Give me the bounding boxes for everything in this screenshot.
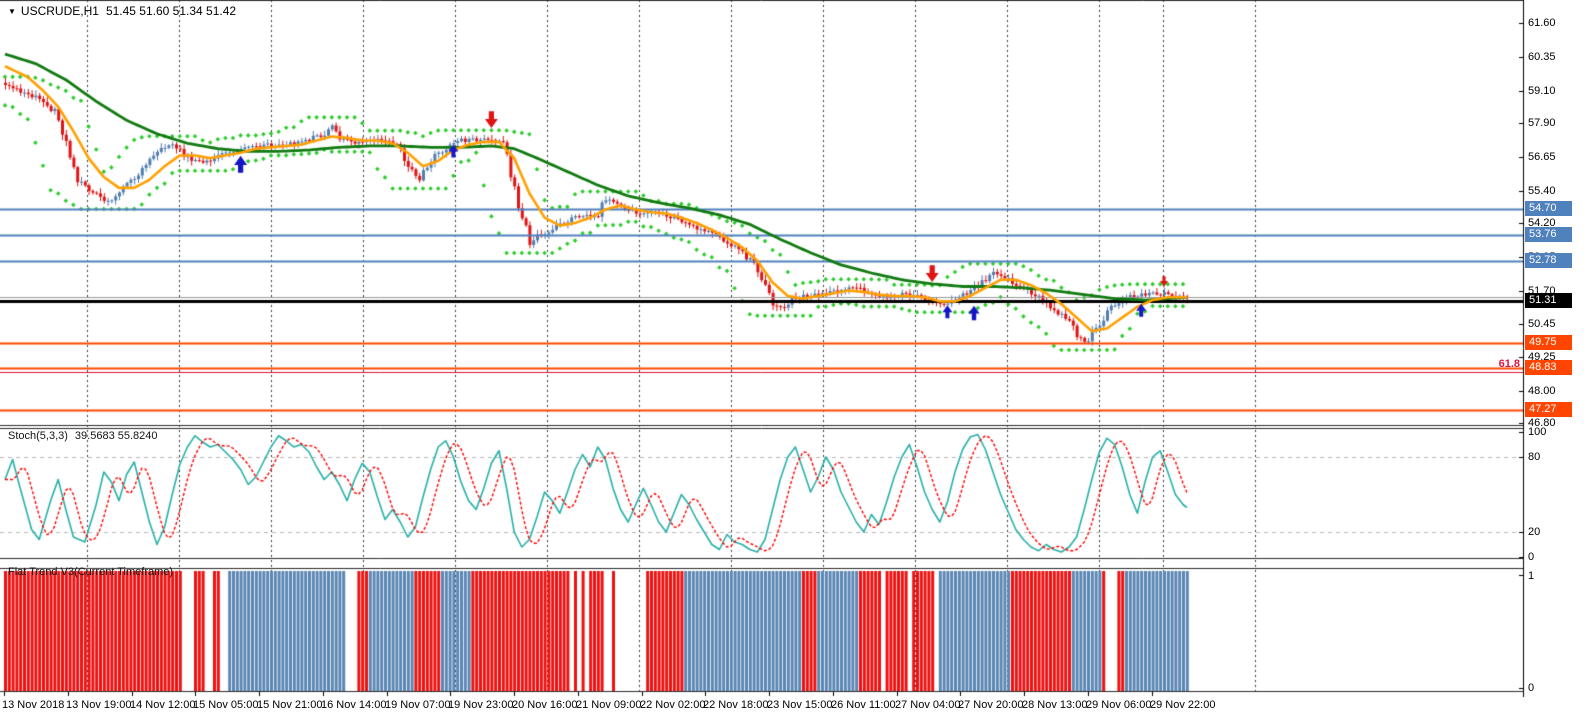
price-axis-tick-label: 57.90 <box>1528 116 1556 129</box>
time-axis-label: 21 Nov 09:00 <box>576 699 642 711</box>
stoch-axis-tick-label: 80 <box>1528 451 1541 463</box>
symbol-label: USCRUDE,H1 <box>20 4 99 18</box>
stoch-axis-tick-label: 20 <box>1528 526 1541 538</box>
price-axis-tick-label: 48.00 <box>1528 384 1556 397</box>
stoch-axis-tick-label: 100 <box>1528 426 1547 438</box>
stoch-values: 39.5683 55.8240 <box>74 430 158 442</box>
time-axis-label: 22 Nov 02:00 <box>640 699 706 711</box>
time-axis-label: 19 Nov 07:00 <box>385 699 451 711</box>
price-level-badge: 48.83 <box>1525 360 1572 376</box>
time-axis-label: 26 Nov 11:00 <box>831 699 896 711</box>
time-axis-label: 23 Nov 15:00 <box>767 699 833 711</box>
price-level-badge: 52.78 <box>1525 253 1572 269</box>
price-axis-tick-label: 49.25 <box>1528 350 1556 363</box>
fib-level-label: 61.8 <box>1498 357 1520 370</box>
time-axis-label: 15 Nov 21:00 <box>257 699 323 711</box>
time-axis-label: 27 Nov 04:00 <box>895 699 961 711</box>
price-axis-tick-label: 55.40 <box>1528 184 1556 197</box>
price-axis-tick-label: 56.65 <box>1528 150 1556 163</box>
time-axis-label: 19 Nov 23:00 <box>448 699 514 711</box>
time-axis-label: 15 Nov 05:00 <box>193 699 259 711</box>
stoch-indicator-label: Stoch(5,3,3) 39.5683 55.8240 <box>8 430 158 442</box>
price-level-badge: 47.27 <box>1525 402 1572 418</box>
ohlc-values: 51.45 51.60 51.34 51.42 <box>105 4 237 18</box>
price-level-badge: 49.75 <box>1525 335 1572 351</box>
price-axis-tick-label: 59.10 <box>1528 84 1556 97</box>
time-axis-label: 28 Nov 13:00 <box>1022 699 1088 711</box>
time-axis-label: 22 Nov 18:00 <box>703 699 769 711</box>
time-axis-label: 13 Nov 19:00 <box>66 699 132 711</box>
time-axis-label: 27 Nov 20:00 <box>958 699 1024 711</box>
time-axis-label: 29 Nov 06:00 <box>1086 699 1152 711</box>
price-axis-tick-label: 60.35 <box>1528 50 1556 63</box>
price-axis-tick-label: 54.20 <box>1528 216 1556 229</box>
time-axis-label: 29 Nov 22:00 <box>1150 699 1216 711</box>
time-axis-label: 20 Nov 16:00 <box>512 699 578 711</box>
stoch-name: Stoch(5,3,3) <box>8 430 68 442</box>
time-axis-label: 13 Nov 2018 <box>2 699 65 711</box>
price-level-badge: 54.70 <box>1525 201 1572 217</box>
price-axis-tick-label: 61.60 <box>1528 17 1556 29</box>
symbol-dropdown-icon[interactable]: ▼ <box>8 7 16 16</box>
flat-axis-tick-label: 1 <box>1528 570 1535 582</box>
flat-trend-indicator-label: Flat Trend V3(Current Timeframe) <box>8 566 173 578</box>
price-axis-tick-label: 50.45 <box>1528 318 1556 331</box>
stoch-axis-tick-label: 0 <box>1528 551 1535 563</box>
time-axis-label: 16 Nov 14:00 <box>321 699 387 711</box>
flat-axis-tick-label: 0 <box>1528 682 1535 694</box>
price-level-badge: 51.31 <box>1525 293 1572 309</box>
price-level-badge: 53.76 <box>1525 226 1572 242</box>
chart-title: ▼ USCRUDE,H1 51.45 51.60 51.34 51.42 <box>8 4 236 18</box>
price-axis-tick-label: 46.80 <box>1528 416 1556 429</box>
time-axis-label: 14 Nov 12:00 <box>130 699 196 711</box>
flat-trend-name: Flat Trend V3(Current Timeframe) <box>8 566 174 578</box>
